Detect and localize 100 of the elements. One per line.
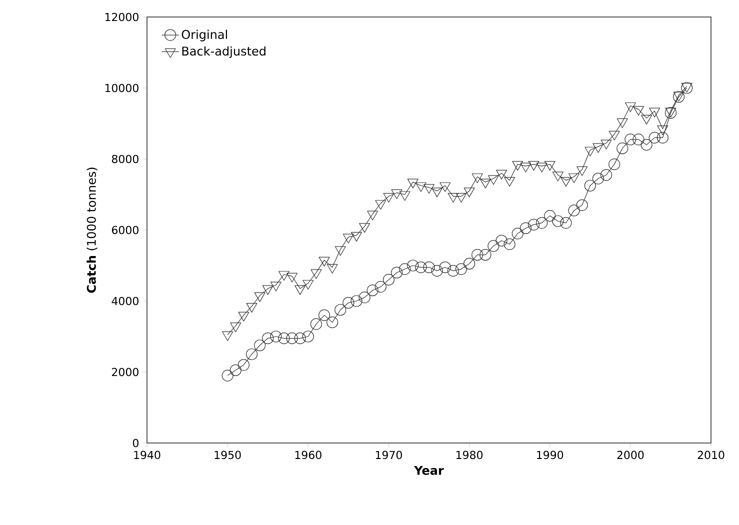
point bbox=[334, 246, 346, 256]
point bbox=[656, 132, 668, 144]
x-axis-title: Year bbox=[414, 466, 444, 475]
point bbox=[334, 304, 346, 316]
point bbox=[616, 142, 628, 154]
x-tick-label: 1980 bbox=[456, 450, 483, 460]
point bbox=[568, 173, 580, 184]
point bbox=[399, 263, 411, 275]
point bbox=[447, 265, 459, 277]
point bbox=[286, 272, 298, 282]
point bbox=[472, 173, 483, 184]
y-tick-label: 8000 bbox=[112, 154, 138, 164]
point bbox=[230, 322, 242, 332]
point bbox=[399, 191, 410, 201]
point bbox=[407, 260, 419, 272]
point bbox=[528, 161, 540, 171]
point bbox=[640, 138, 652, 151]
point bbox=[222, 331, 234, 342]
point bbox=[560, 177, 572, 187]
point bbox=[632, 134, 644, 146]
point bbox=[270, 282, 282, 292]
point bbox=[520, 162, 532, 172]
point bbox=[238, 312, 250, 322]
point bbox=[657, 126, 668, 136]
point bbox=[342, 234, 354, 244]
point bbox=[544, 210, 556, 222]
point bbox=[246, 303, 258, 313]
point bbox=[520, 222, 532, 234]
point bbox=[536, 217, 548, 229]
point bbox=[488, 240, 500, 252]
point bbox=[504, 238, 516, 250]
point bbox=[624, 102, 636, 112]
point bbox=[432, 188, 443, 198]
point bbox=[262, 332, 274, 344]
legend-label: Original bbox=[182, 30, 227, 42]
x-tick-label: 1970 bbox=[376, 450, 402, 460]
point bbox=[407, 178, 418, 188]
point bbox=[222, 370, 234, 382]
point bbox=[439, 261, 451, 274]
point bbox=[544, 161, 556, 171]
point bbox=[536, 162, 548, 172]
point bbox=[391, 189, 402, 200]
point bbox=[294, 332, 306, 344]
point bbox=[326, 316, 338, 328]
point bbox=[592, 172, 604, 184]
point bbox=[624, 134, 636, 146]
point bbox=[608, 130, 620, 140]
point bbox=[488, 175, 499, 185]
point bbox=[366, 284, 378, 296]
point bbox=[358, 292, 370, 304]
point bbox=[600, 140, 612, 150]
point bbox=[238, 359, 250, 371]
x-tick-label: 1950 bbox=[214, 450, 241, 460]
point bbox=[616, 118, 628, 128]
legend-label: Back-adjusted bbox=[182, 46, 266, 58]
point bbox=[318, 256, 330, 266]
point bbox=[472, 249, 484, 261]
point bbox=[649, 108, 660, 118]
point bbox=[310, 269, 322, 279]
point bbox=[448, 192, 459, 203]
point bbox=[310, 318, 322, 330]
point bbox=[552, 215, 564, 227]
point bbox=[632, 106, 644, 116]
point bbox=[254, 340, 266, 352]
x-tick-label: 1940 bbox=[134, 450, 160, 460]
point bbox=[374, 280, 386, 293]
point bbox=[350, 232, 362, 242]
point bbox=[383, 192, 394, 203]
point bbox=[584, 180, 596, 192]
point bbox=[415, 261, 427, 274]
point bbox=[431, 265, 443, 277]
point bbox=[560, 217, 572, 229]
point bbox=[504, 177, 516, 187]
point bbox=[496, 170, 508, 180]
point bbox=[512, 161, 524, 171]
point bbox=[584, 146, 596, 156]
point bbox=[512, 228, 524, 240]
point bbox=[326, 264, 338, 274]
point bbox=[608, 158, 620, 170]
point bbox=[278, 332, 290, 344]
y-tick-label: 12000 bbox=[105, 12, 138, 22]
point bbox=[270, 330, 282, 342]
y-tick-label: 6000 bbox=[112, 226, 138, 234]
x-tick-label: 2000 bbox=[617, 450, 644, 460]
point bbox=[641, 114, 652, 124]
point bbox=[359, 223, 370, 233]
point bbox=[302, 330, 314, 342]
y-tick-label: 4000 bbox=[112, 296, 138, 306]
point bbox=[286, 332, 298, 344]
point bbox=[342, 296, 354, 309]
point bbox=[302, 280, 314, 290]
point bbox=[600, 169, 612, 181]
point bbox=[552, 172, 564, 182]
point bbox=[480, 249, 492, 261]
point bbox=[262, 285, 274, 295]
point bbox=[294, 285, 306, 295]
point bbox=[350, 295, 362, 307]
point bbox=[254, 292, 266, 302]
point bbox=[318, 309, 330, 321]
y-tick-label: 2000 bbox=[112, 368, 138, 376]
